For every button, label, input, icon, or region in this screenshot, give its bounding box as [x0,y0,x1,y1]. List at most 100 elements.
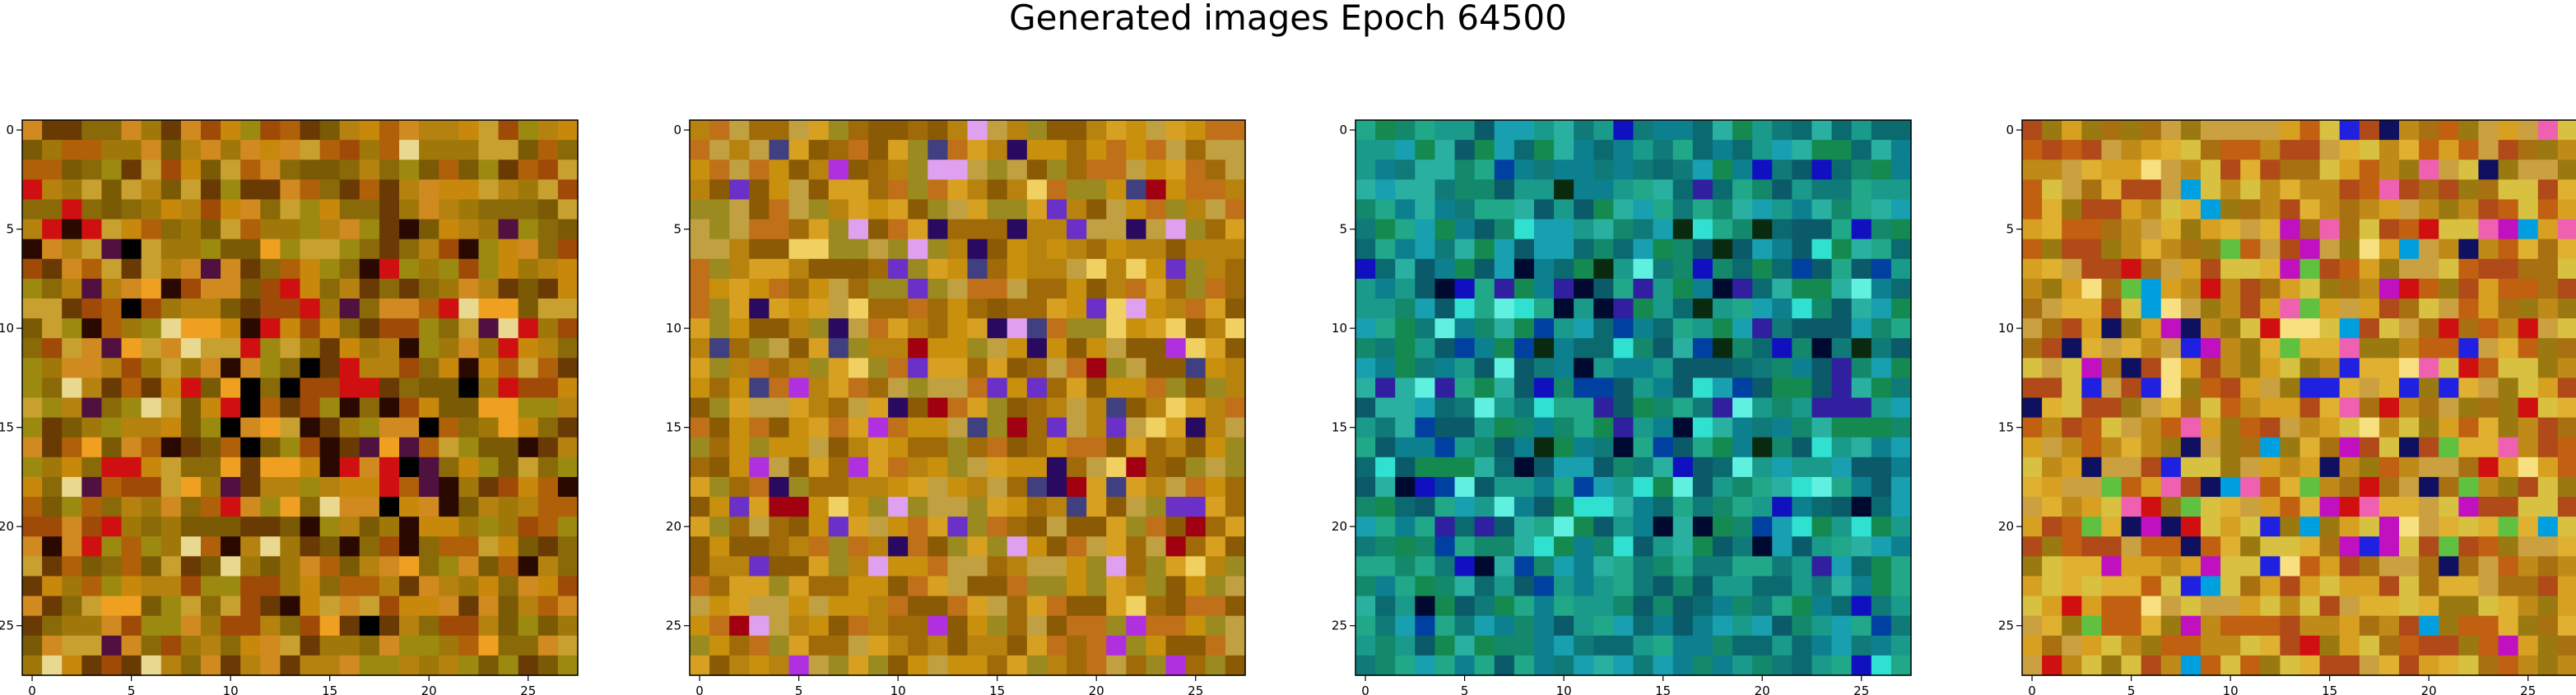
image-pixel [1007,655,1028,676]
image-pixel [2478,278,2499,299]
image-pixel [1653,497,1674,517]
image-pixel [1106,595,1127,617]
image-pixel [2121,576,2142,597]
image-pixel [1672,595,1694,617]
image-pixel [1871,635,1892,656]
image-pixel [1106,536,1127,557]
image-pixel [1672,556,1694,577]
image-pixel [1026,615,1048,637]
image-pixel [240,160,261,180]
image-pixel [1185,120,1207,141]
image-pixel [1574,140,1594,160]
image-pixel [2121,239,2142,260]
image-pixel [1772,298,1793,319]
image-pixel [1205,456,1226,478]
image-pixel [928,378,948,399]
image-pixel [709,318,730,339]
image-pixel [1046,258,1067,280]
image-pixel [1613,517,1634,537]
image-pixel [1355,397,1376,419]
image-pixel [518,140,539,160]
image-pixel [1086,497,1107,517]
image-pixel [458,120,480,141]
image-pixel [2240,239,2261,260]
image-pixel [1146,576,1167,597]
image-pixel [2062,417,2082,438]
image-pixel [62,318,82,339]
image-pixel [2557,199,2576,220]
image-pixel [537,239,559,260]
image-pixel [2101,595,2123,617]
image-pixel [848,595,869,617]
image-pixel [1474,140,1495,160]
image-pixel [379,497,400,517]
image-pixel [2081,536,2103,557]
image-pixel [1851,556,1872,577]
image-pixel [1871,120,1892,141]
image-pixel [2518,199,2539,220]
image-pixel [709,258,730,280]
image-pixel [1752,456,1773,478]
image-pixel [1474,278,1495,299]
image-pixel [221,417,241,438]
image-pixel [1554,179,1574,201]
image-pixel [867,576,889,597]
image-pixel [1871,655,1892,676]
image-pixel [1454,140,1476,160]
image-pixel [2518,655,2539,676]
image-pixel [160,160,182,180]
image-pixel [1434,476,1456,498]
image-pixel [1415,615,1436,637]
image-pixel [1395,338,1416,359]
image-pixel [1811,635,1833,656]
image-pixel [2378,140,2400,160]
image-pixel [749,517,770,537]
image-pixel [2180,179,2202,201]
image-pixel [1046,219,1067,240]
image-pixel [537,338,559,359]
image-pixel [2200,536,2221,557]
image-pixel [379,219,400,240]
image-pixel [1146,278,1167,299]
image-pixel [987,517,1008,537]
image-pixel [1712,456,1733,478]
image-pixel [2160,576,2182,597]
image-pixel [221,456,241,478]
image-pixel [947,437,969,458]
image-pixel [121,378,142,399]
image-pixel [2518,635,2539,656]
image-pixel [81,378,103,399]
image-pixel [2378,576,2400,597]
image-pixel [1454,635,1476,656]
image-pixel [2062,576,2082,597]
image-pixel [1205,536,1226,557]
image-pixel [557,318,579,339]
image-pixel [160,417,182,438]
image-pixel [1126,298,1147,319]
image-pixel [1494,437,1515,458]
image-pixel [2240,417,2261,438]
image-pixel [828,655,849,676]
image-pixel [2339,517,2360,537]
image-pixel [2200,179,2221,201]
image-pixel [121,417,142,438]
image-pixel [1454,239,1476,260]
image-pixel [22,417,43,438]
image-pixel [22,655,43,676]
image-pixel [1225,615,1246,637]
image-pixel [1494,278,1515,299]
image-pixel [1831,517,1853,537]
image-pixel [200,120,221,141]
image-pixel [359,417,380,438]
image-pixel [498,456,519,478]
image-pixel [1225,318,1246,339]
image-pixel [690,417,710,438]
image-pixel [2062,456,2082,478]
image-pixel [101,239,123,260]
image-pixel [458,219,480,240]
image-pixel [828,378,849,399]
image-pixel [690,140,710,160]
image-pixel [1434,615,1456,637]
image-pixel [749,397,770,419]
image-pixel [1871,536,1892,557]
